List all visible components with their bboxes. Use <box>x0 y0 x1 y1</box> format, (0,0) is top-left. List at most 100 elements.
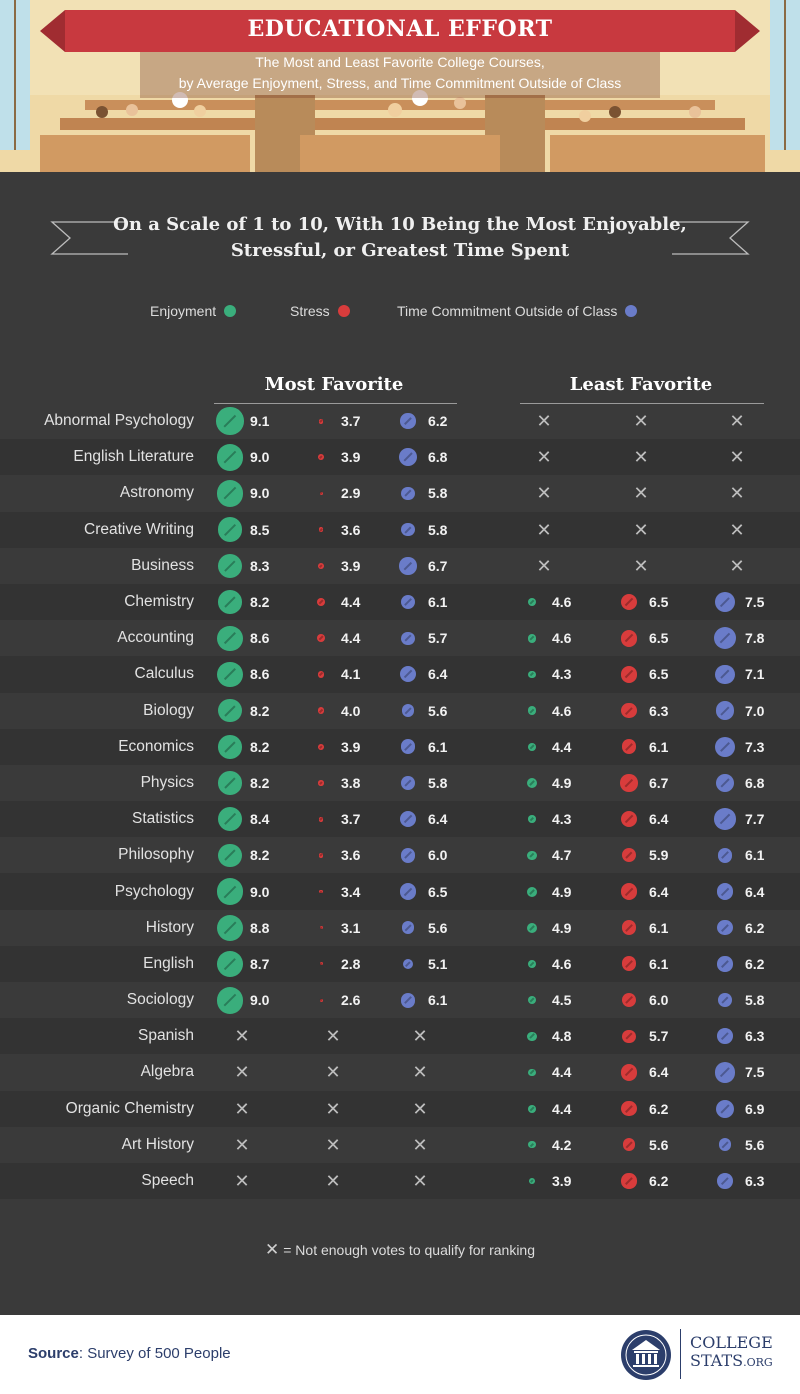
most-time-value: 5.8 <box>428 521 448 538</box>
most-time-value: 5.8 <box>428 774 448 791</box>
most-stress-value: 4.4 <box>341 594 361 611</box>
least-stress-dot <box>620 629 638 647</box>
most-enjoyment-dot <box>217 625 243 651</box>
least-enjoyment-value: 4.5 <box>552 992 572 1009</box>
legend-time-dot <box>625 305 638 317</box>
least-stress-value: 6.5 <box>649 594 669 611</box>
course-name: Philosophy <box>118 846 194 864</box>
scale-heading-line-1: On a Scale of 1 to 10, With 10 Being the… <box>113 214 687 235</box>
least-stress-value: 5.7 <box>649 1028 669 1045</box>
x-mark-icon: ✕ <box>412 1062 428 1083</box>
least-stress-dot <box>620 1064 638 1081</box>
least-time-dot <box>716 883 734 900</box>
most-stress-dot <box>319 491 323 495</box>
logo-wordmark[interactable]: COLLEGE STATS.ORG <box>690 1334 773 1372</box>
most-enjoyment-dot <box>217 517 243 543</box>
most-time-dot <box>399 811 417 828</box>
x-mark-icon: ✕ <box>536 447 552 468</box>
course-name: Spanish <box>137 1027 194 1045</box>
least-time-dot <box>717 1173 733 1189</box>
x-mark-icon: ✕ <box>729 519 745 540</box>
course-name: Sociology <box>126 991 194 1009</box>
source-text: : Survey of 500 People <box>78 1345 231 1362</box>
most-stress-value: 3.6 <box>341 847 361 864</box>
legend-stress: Stress <box>290 303 350 319</box>
most-enjoyment-value: 8.8 <box>250 919 270 936</box>
group-head-most-favorite: Most Favorite <box>264 374 404 395</box>
least-enjoyment-value: 4.2 <box>552 1136 572 1153</box>
most-time-value: 5.7 <box>428 630 448 647</box>
logo-line-1: COLLEGE <box>690 1333 773 1352</box>
least-stress-value: 6.7 <box>649 774 669 791</box>
most-stress-value: 3.1 <box>341 919 361 936</box>
least-enjoyment-dot <box>527 633 537 643</box>
college-building-seal-icon <box>621 1330 671 1380</box>
least-time-value: 6.1 <box>745 847 765 864</box>
most-stress-dot <box>318 853 324 858</box>
most-enjoyment-value: 8.4 <box>250 811 270 828</box>
least-enjoyment-value: 4.4 <box>552 1064 572 1081</box>
legend-enjoyment: Enjoyment <box>150 303 237 319</box>
footer: Source: Survey of 500 People COLLEGE STA… <box>0 1315 800 1394</box>
least-stress-value: 6.1 <box>649 738 669 755</box>
most-time-dot <box>402 958 414 970</box>
most-time-dot <box>401 631 415 645</box>
course-name: Abnormal Psychology <box>44 412 194 430</box>
most-time-dot <box>400 594 416 610</box>
least-stress-value: 5.9 <box>649 847 669 864</box>
least-enjoyment-dot <box>527 706 537 715</box>
x-mark-icon: ✕ <box>234 1134 250 1155</box>
most-time-value: 5.6 <box>428 702 448 719</box>
most-time-value: 5.8 <box>428 485 448 502</box>
most-time-value: 6.4 <box>428 666 448 683</box>
least-enjoyment-dot <box>528 1104 536 1113</box>
table-row: Business 8.3 3.9 6.7 ✕ ✕ ✕ <box>0 548 800 584</box>
course-name: Chemistry <box>124 593 194 611</box>
x-mark-icon: ✕ <box>412 1171 428 1192</box>
most-time-dot <box>400 848 416 863</box>
most-stress-value: 3.6 <box>341 521 361 538</box>
table-row: Algebra ✕ ✕ ✕ 4.4 6.4 7.5 <box>0 1054 800 1090</box>
least-time-dot <box>717 920 733 936</box>
least-time-dot <box>715 664 735 684</box>
legend-time-label: Time Commitment Outside of Class <box>397 303 618 319</box>
least-stress-value: 6.5 <box>649 630 669 647</box>
least-enjoyment-dot <box>527 922 537 933</box>
least-time-value: 7.7 <box>745 811 765 828</box>
most-time-dot <box>399 448 417 467</box>
most-enjoyment-value: 8.2 <box>250 594 270 611</box>
least-stress-dot <box>621 1173 637 1189</box>
x-mark-icon: ✕ <box>234 1026 250 1047</box>
most-stress-dot <box>318 527 324 532</box>
most-enjoyment-dot <box>216 878 244 905</box>
table-row: Spanish ✕ ✕ ✕ 4.8 5.7 6.3 <box>0 1018 800 1055</box>
course-name: Creative Writing <box>84 520 194 538</box>
table-row: Economics 8.2 3.9 6.1 4.4 6.1 7.3 <box>0 728 800 765</box>
least-enjoyment-dot <box>527 777 537 788</box>
most-enjoyment-value: 8.2 <box>250 738 270 755</box>
most-stress-dot <box>318 743 324 750</box>
x-mark-icon: ✕ <box>729 411 745 432</box>
most-stress-dot <box>319 889 323 894</box>
most-time-dot <box>401 776 415 790</box>
group-underline-least <box>520 403 764 404</box>
source-label: Source <box>28 1345 79 1362</box>
least-stress-value: 6.1 <box>649 955 669 972</box>
most-time-dot <box>401 522 415 537</box>
least-time-value: 6.9 <box>745 1100 765 1117</box>
course-name: Organic Chemistry <box>65 1099 194 1117</box>
legend-stress-label: Stress <box>290 303 330 319</box>
table-row: Philosophy 8.2 3.6 6.0 4.7 5.9 6.1 <box>0 837 800 873</box>
most-stress-value: 4.0 <box>341 702 361 719</box>
x-mark-icon: ✕ <box>729 447 745 468</box>
course-name: Psychology <box>114 882 194 900</box>
lecture-hall-illustration <box>0 0 800 172</box>
most-stress-dot <box>317 598 325 606</box>
least-time-dot <box>714 591 736 613</box>
footnote-text: = Not enough votes to qualify for rankin… <box>283 1242 536 1258</box>
least-enjoyment-value: 4.3 <box>552 811 572 828</box>
legend: Enjoyment Stress Time Commitment Outside… <box>0 303 800 323</box>
most-enjoyment-value: 9.1 <box>250 413 270 430</box>
least-stress-dot <box>621 848 637 863</box>
most-time-value: 6.4 <box>428 811 448 828</box>
